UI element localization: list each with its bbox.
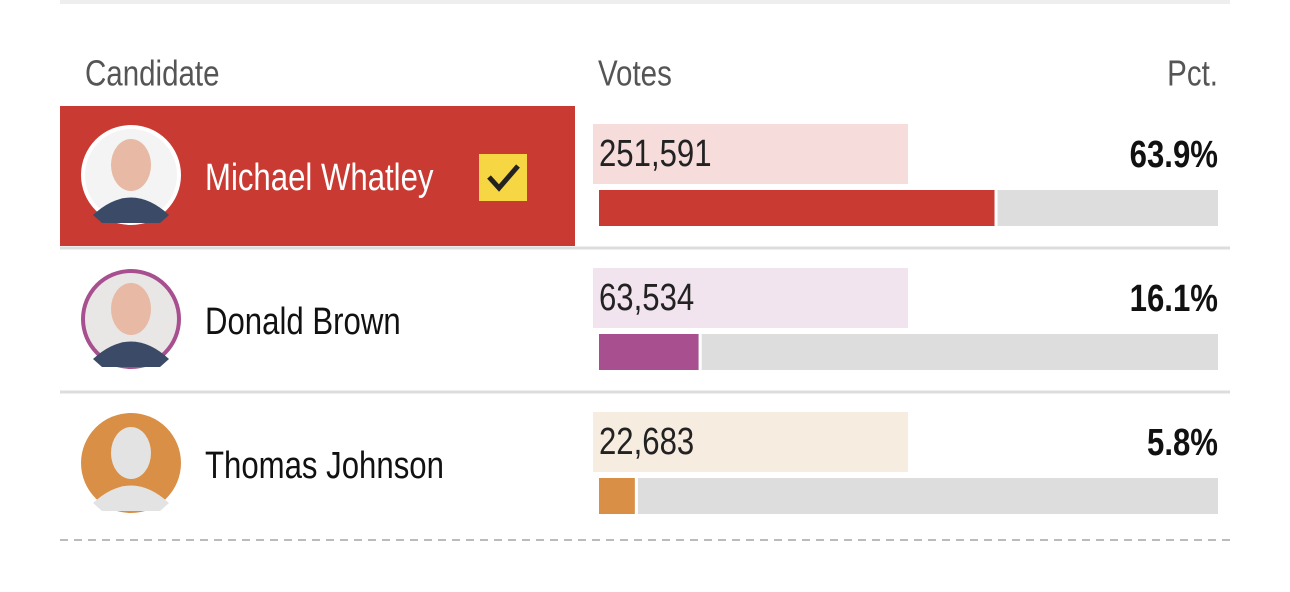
avatar-head	[111, 139, 151, 191]
avatar	[81, 413, 181, 513]
winner-check	[487, 164, 520, 192]
votes-box	[593, 268, 908, 328]
header-pct: Pct.	[1167, 53, 1218, 93]
avatar-head	[111, 427, 151, 479]
pct: 63.9%	[1130, 134, 1218, 176]
bar-gap	[698, 334, 702, 370]
header-votes: Votes	[598, 53, 672, 93]
bar-track	[599, 334, 1218, 370]
votes-box	[593, 412, 908, 472]
votes: 251,591	[599, 133, 712, 175]
candidate-name: Thomas Johnson	[205, 445, 444, 487]
avatar-body	[93, 485, 169, 511]
avatar-head	[111, 283, 151, 335]
votes: 63,534	[599, 277, 694, 319]
votes-box	[593, 124, 908, 184]
votes: 22,683	[599, 421, 694, 463]
avatar	[81, 125, 181, 225]
pct-bar	[599, 478, 635, 514]
avatar	[81, 269, 181, 369]
pct: 5.8%	[1147, 422, 1218, 464]
bar-track	[599, 478, 1218, 514]
pct-bar	[599, 190, 995, 226]
avatar-body	[93, 341, 169, 367]
candidate-name: Michael Whatley	[205, 157, 434, 199]
avatar-body	[93, 197, 169, 223]
winner-check-box	[479, 154, 527, 201]
top-rule	[60, 0, 1230, 4]
header-candidate: Candidate	[85, 53, 220, 93]
pct-bar	[599, 334, 699, 370]
pct: 16.1%	[1130, 278, 1218, 320]
bar-gap	[994, 190, 998, 226]
candidate-name: Donald Brown	[205, 301, 401, 343]
bar-gap	[634, 478, 638, 514]
